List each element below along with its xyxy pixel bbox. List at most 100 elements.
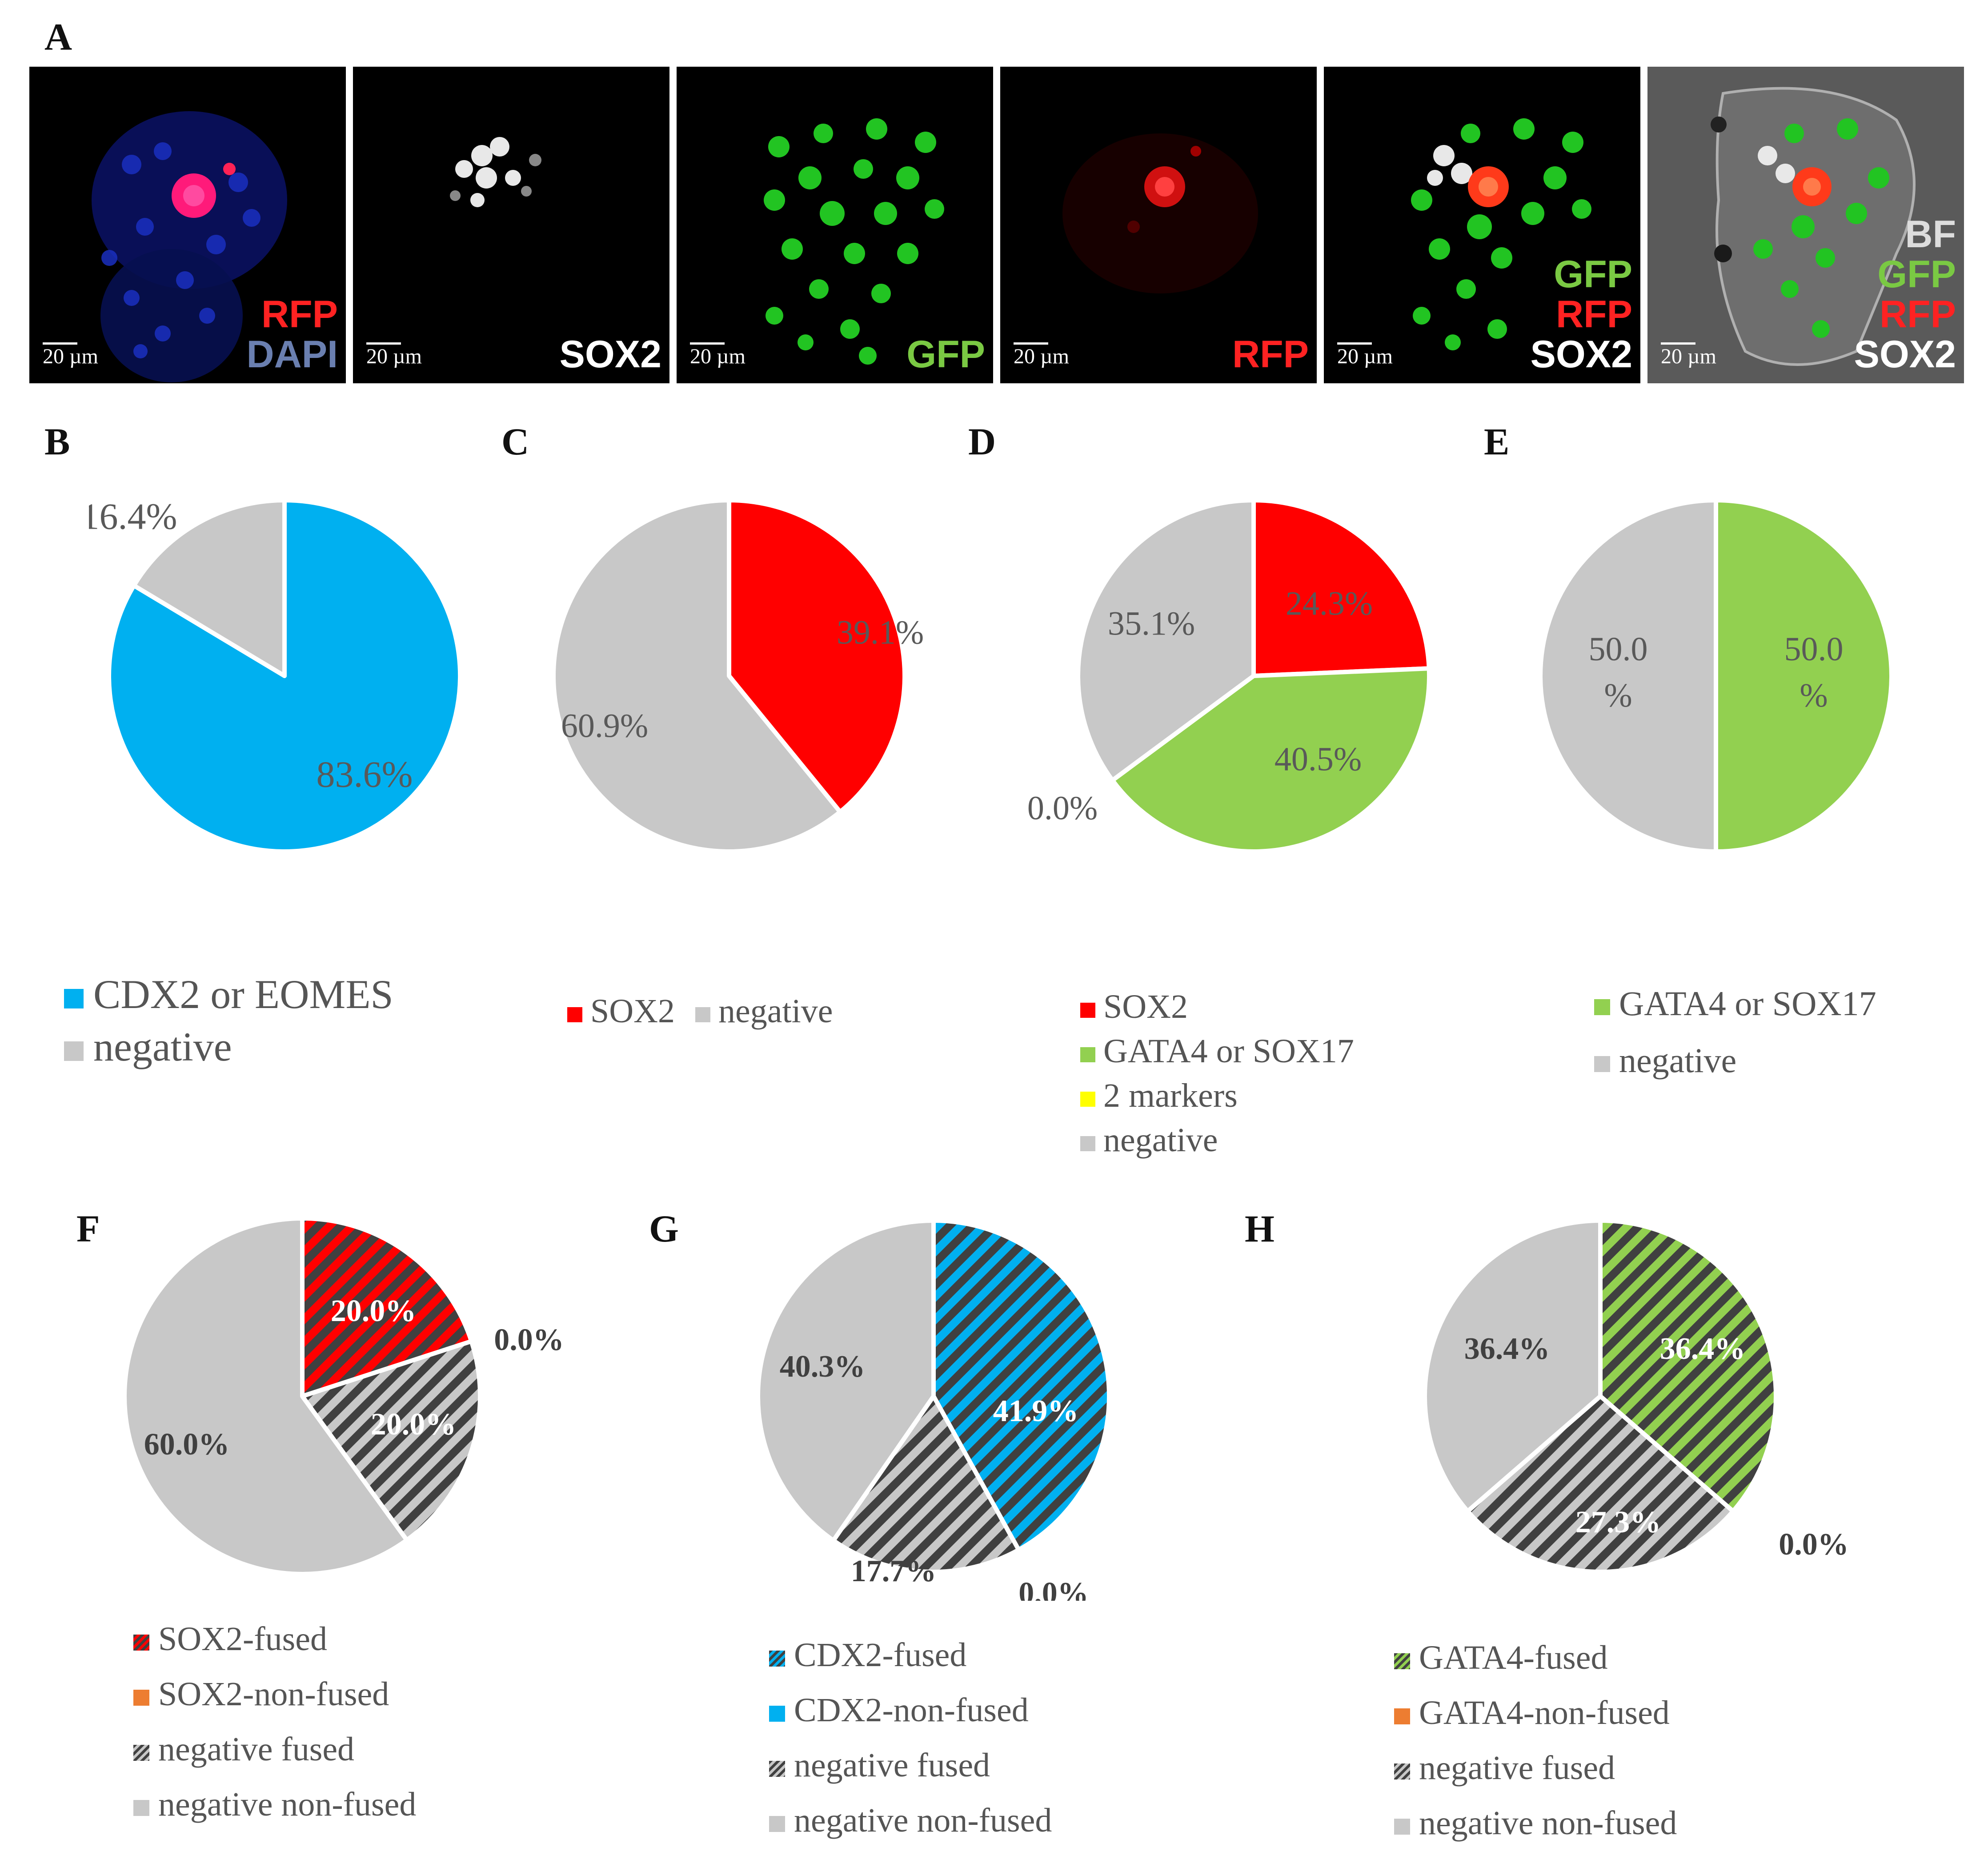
- legend-item: CDX2-non-fused: [769, 1693, 1029, 1727]
- legend-label: SOX2-non-fused: [158, 1675, 389, 1713]
- legend-swatch: [64, 988, 84, 1008]
- pie-chart-b: 83.6% 16.4%: [89, 496, 462, 854]
- pie-slice-gata4-or-sox17: [1110, 666, 1431, 854]
- channel-label-dapi: DAPI: [246, 333, 338, 376]
- legend-label: GATA4 or SOX17: [1103, 1032, 1354, 1070]
- channel-label-sox2: SOX2: [1530, 333, 1632, 376]
- legend-label: negative fused: [1419, 1749, 1615, 1787]
- legend-label: negative non-fused: [1419, 1804, 1677, 1842]
- scale-bar-label: 20 µm: [690, 345, 746, 368]
- pie-slice-sox2: [727, 498, 907, 814]
- legend-label: negative: [93, 1024, 232, 1069]
- legend-label: negative: [1103, 1121, 1218, 1159]
- legend-item: SOX2-fused: [133, 1622, 327, 1656]
- micrograph-merge: GFP RFP SOX2 20 µm: [1324, 67, 1640, 383]
- legend-swatch: [64, 1041, 84, 1061]
- data-label: 16.4%: [89, 496, 177, 537]
- scale-bar: 20 µm: [690, 342, 746, 368]
- legend-item: negative fused: [769, 1748, 990, 1782]
- pie-slice-negative-fused: [1465, 1394, 1735, 1574]
- micrograph-brightfield-image: [1647, 67, 1964, 383]
- legend-swatch: [133, 1689, 149, 1706]
- legend-item: SOX2 negative: [567, 994, 833, 1028]
- pie-chart-g: 41.9% 0.0% 17.7% 40.3%: [756, 1218, 1111, 1601]
- legend-item: GATA4-fused: [1394, 1641, 1608, 1675]
- data-label: 50.0%: [1784, 631, 1844, 714]
- scale-bar: 20 µm: [43, 342, 98, 367]
- legend-swatch: [769, 1705, 785, 1722]
- micrograph-rfp-image: [1062, 133, 1258, 293]
- micrograph-rfp-dapi-image: [92, 111, 287, 382]
- legend-swatch: [1594, 1056, 1610, 1073]
- data-label: 35.1%: [1108, 605, 1195, 642]
- legend-label: negative: [1619, 1041, 1737, 1080]
- channel-label-bf: BF: [1905, 213, 1956, 256]
- legend-item: negative: [1594, 1043, 1736, 1078]
- micrograph-gfp-image: [764, 118, 944, 365]
- pie-slice-negative-fused: [300, 1339, 482, 1543]
- data-label: 40.3%: [780, 1350, 866, 1384]
- legend-label: CDX2-fused: [794, 1636, 967, 1674]
- pie-slice-negative-non-fused: [122, 1216, 409, 1576]
- legend-swatch: [1080, 1136, 1095, 1151]
- legend-item: negative: [64, 1026, 232, 1067]
- legend-item: 2 markers: [1080, 1079, 1238, 1113]
- legend-swatch: [1594, 999, 1610, 1016]
- legend-label: negative non-fused: [158, 1786, 417, 1823]
- legend-label: CDX2 or EOMES: [93, 972, 393, 1017]
- legend-item: SOX2: [1080, 990, 1188, 1024]
- panel-letter-e: E: [1484, 420, 1510, 463]
- legend-swatch: [1080, 1002, 1095, 1018]
- data-label: 36.4%: [1464, 1332, 1550, 1366]
- data-label: 83.6%: [317, 754, 413, 795]
- data-label: 36.4%: [1660, 1332, 1746, 1366]
- legend-swatch: [769, 1760, 785, 1777]
- micrograph-gfp: GFP 20 µm: [677, 67, 993, 383]
- legend-item: negative: [1080, 1123, 1218, 1157]
- legend-item: negative non-fused: [769, 1804, 1052, 1837]
- channel-label-sox2: SOX2: [1854, 333, 1956, 376]
- data-label: 0.0%: [1027, 789, 1098, 827]
- panel-letter-g: G: [649, 1207, 679, 1250]
- legend-item: negative non-fused: [1394, 1806, 1677, 1840]
- channel-label-gfp: GFP: [1554, 253, 1632, 296]
- pie-chart-f: 20.0% 0.0% 20.0% 60.0%: [122, 1216, 564, 1576]
- legend-label: GATA4-fused: [1419, 1639, 1608, 1676]
- data-label: 17.7%: [851, 1554, 937, 1588]
- data-label: 39.1%: [837, 614, 924, 651]
- legend-label: negative: [718, 992, 833, 1030]
- micrograph-rfp: RFP 20 µm: [1000, 67, 1317, 383]
- pie-slice-negative: [132, 498, 287, 678]
- panel-letter-c: C: [501, 420, 529, 463]
- panel-letter-a: A: [44, 16, 72, 58]
- legend-swatch: [1080, 1091, 1095, 1107]
- scale-bar-label: 20 µm: [1661, 345, 1716, 368]
- data-label: 20.0%: [331, 1294, 417, 1328]
- channel-label-sox2: SOX2: [559, 333, 661, 376]
- pie-slice-negative: [1076, 498, 1256, 783]
- pie-slice-negative-non-fused: [756, 1218, 936, 1543]
- legend-label: SOX2: [590, 992, 675, 1030]
- channel-label-rfp: RFP: [1880, 293, 1956, 336]
- micrograph-merge-image: [1411, 118, 1591, 350]
- channel-label-rfp: RFP: [1556, 293, 1632, 336]
- channel-label-rfp: RFP: [1232, 333, 1309, 376]
- data-label: 20.0%: [371, 1407, 457, 1442]
- legend-label: negative fused: [794, 1747, 990, 1784]
- legend-item: GATA4 or SOX17: [1080, 1034, 1354, 1068]
- legend-label: negative non-fused: [794, 1802, 1052, 1839]
- scale-bar-label: 20 µm: [1014, 345, 1069, 368]
- legend-swatch: [1394, 1653, 1410, 1669]
- scale-bar: 20 µm: [1337, 342, 1393, 367]
- channel-label-rfp: RFP: [261, 293, 338, 336]
- pie-slice-cdx2-fused: [931, 1218, 1111, 1552]
- scale-bar: 20 µm: [1661, 342, 1716, 368]
- legend-label: GATA4 or SOX17: [1619, 984, 1876, 1023]
- pie-slice-negative: [1538, 498, 1718, 854]
- legend-swatch: [1394, 1708, 1410, 1724]
- data-label: 60.0%: [144, 1427, 230, 1462]
- panel-letter-f: F: [76, 1207, 100, 1250]
- data-label: 60.9%: [561, 707, 648, 744]
- legend-swatch: [133, 1634, 149, 1651]
- panel-letter-h: H: [1245, 1207, 1275, 1250]
